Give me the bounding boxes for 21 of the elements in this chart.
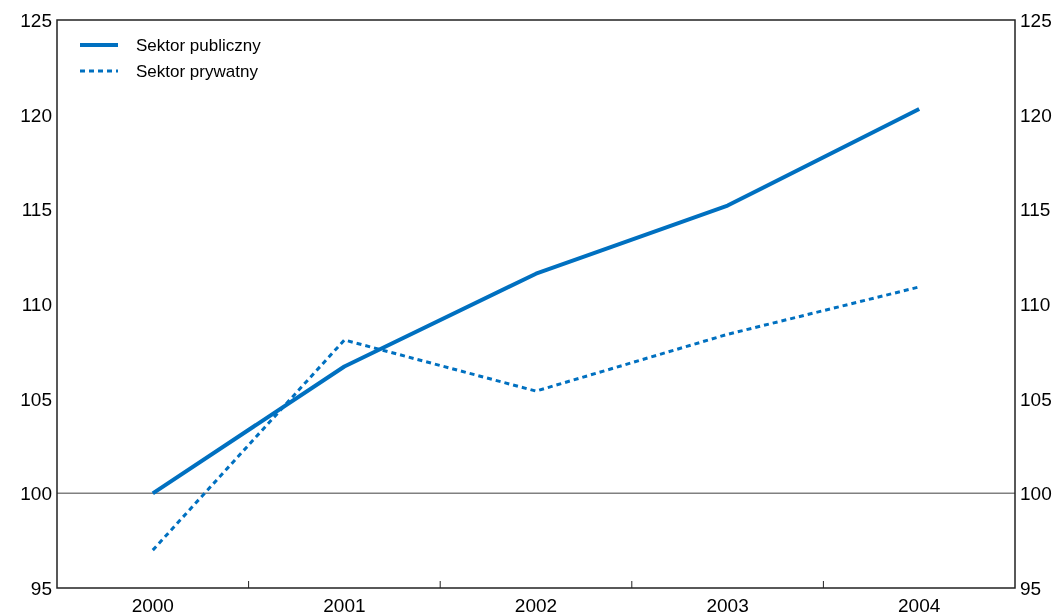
y2-tick-label: 95 — [1020, 578, 1042, 599]
x-tick-label: 2000 — [131, 595, 174, 615]
y2-tick-label: 120 — [1020, 104, 1052, 126]
legend-label: Sektor prywatny — [136, 62, 259, 81]
y2-tick-label: 100 — [1020, 483, 1052, 505]
y2-tick-label: 125 — [1020, 10, 1052, 31]
y-tick-label: 100 — [20, 483, 52, 505]
y-tick-label: 105 — [20, 388, 52, 410]
x-tick-label: 2002 — [514, 595, 558, 615]
y2-tick-label: 105 — [1020, 388, 1052, 410]
y-tick-label: 120 — [20, 104, 52, 126]
y-tick-label: 110 — [21, 294, 52, 315]
x-tick-label: 2001 — [323, 595, 366, 615]
legend-label: Sektor publiczny — [136, 36, 262, 55]
x-tick-label: 2004 — [898, 595, 941, 615]
x-tick-label: 2003 — [706, 595, 749, 615]
y2-tick-label: 115 — [1020, 199, 1051, 221]
y-tick-label: 115 — [21, 199, 52, 221]
y-tick-label: 95 — [30, 578, 52, 599]
y2-tick-label: 110 — [1020, 294, 1051, 315]
y-tick-label: 125 — [20, 10, 52, 31]
